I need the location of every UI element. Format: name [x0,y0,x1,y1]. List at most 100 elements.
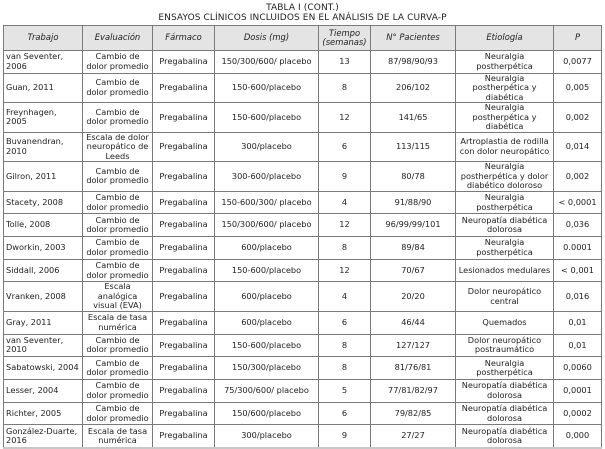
cell-p: 0,01 [553,333,602,358]
cell-evaluacion: Cambio de dolor promedio [82,356,153,380]
cell-tiempo: 6 [318,401,371,426]
cell-etiologia: Neuropatía diabética dolorosa [455,401,554,426]
cell-p: 0,0002 [553,401,602,426]
table-row: Siddall, 2006 Cambio de dolor promedio Pre… [3,258,602,283]
cell-dosis: 150-600/placebo [214,258,319,283]
cell-dosis: 150-600/placebo [214,102,319,133]
cell-evaluacion: Cambio de dolor promedio [82,50,153,74]
cell-dosis: 150/300/600/ placebo [214,213,319,238]
cell-trabajo: Richter, 2005 [3,401,83,426]
cell-tiempo: 8 [318,236,371,260]
cell-pacientes: 89/84 [370,236,456,260]
cell-dosis: 150/300/placebo [214,356,319,380]
cell-pacientes: 79/82/85 [370,401,456,426]
cell-dosis: 150-600/placebo [214,333,319,358]
cell-farmaco: Pregabalina [152,131,215,163]
cell-trabajo: Guan, 2011 [3,72,83,104]
cell-pacientes: 113/115 [370,131,456,163]
cell-p: < 0,001 [553,258,602,283]
cell-dosis: 300-600/placebo [214,161,319,192]
cell-p: 0,0001 [553,379,602,403]
cell-evaluacion: Escala de dolor neuropático de Leeds [82,131,153,163]
cell-trabajo: van Seventer, 2010 [3,333,83,358]
cell-pacientes: 87/98/90/93 [370,50,456,74]
cell-farmaco: Pregabalina [152,72,215,104]
cell-evaluacion: Escala de tasa numérica [82,424,153,449]
cell-trabajo: Lesser, 2004 [3,379,83,403]
table-subtitle: ENSAYOS CLÍNICOS INCLUIDOS EN EL ANÁLISI… [158,13,447,23]
cell-etiologia: Neuralgia postherpética [455,236,554,260]
cell-dosis: 300/placebo [214,131,319,163]
cell-p: 0,01 [553,310,602,335]
cell-pacientes: 27/27 [370,424,456,449]
cell-p: 0,000 [553,424,602,449]
column-header-evaluacion: Evaluación [82,25,153,51]
cell-evaluacion: Cambio de dolor promedio [82,190,153,215]
cell-trabajo: Dworkin, 2003 [3,236,83,260]
column-header-p: P [553,25,602,51]
cell-evaluacion: Cambio de dolor promedio [82,102,153,133]
table-title: TABLA I (CONT.) [266,3,339,13]
cell-etiologia: Neuropatía diabética dolorosa [455,379,554,403]
cell-tiempo: 6 [318,310,371,335]
cell-dosis: 150/600/placebo [214,401,319,426]
cell-p: 0,002 [553,102,602,133]
cell-trabajo: Siddall, 2006 [3,258,83,283]
table-row: Gray, 2011 Escala de tasa numérica Pregaba… [3,310,602,335]
cell-pacientes: 127/127 [370,333,456,358]
cell-p: 0,016 [553,281,602,312]
column-header-etiologia: Etiología [455,25,554,51]
cell-farmaco: Pregabalina [152,356,215,380]
cell-tiempo: 9 [318,161,371,192]
table-row: Freynhagen, 2005 Cambio de dolor promedio… [3,102,602,133]
column-header-tiempo: Tiempo (semanas) [318,25,371,51]
table-row: Sabatowski, 2004 Cambio de dolor promedio… [3,356,602,380]
cell-pacientes: 20/20 [370,281,456,312]
cell-p: 0,0077 [553,50,602,74]
cell-farmaco: Pregabalina [152,190,215,215]
cell-etiologia: Neuralgia postherpética [455,50,554,74]
cell-farmaco: Pregabalina [152,310,215,335]
cell-evaluacion: Cambio de dolor promedio [82,333,153,358]
cell-dosis: 150-600/placebo [214,72,319,104]
cell-etiologia: Neuralgia postherpética [455,190,554,215]
cell-farmaco: Pregabalina [152,281,215,312]
cell-evaluacion: Cambio de dolor promedio [82,213,153,238]
cell-evaluacion: Cambio de dolor promedio [82,236,153,260]
cell-etiologia: Dolor neuropático postraumático [455,333,554,358]
cell-tiempo: 6 [318,131,371,163]
column-header-dosis: Dosis (mg) [214,25,319,51]
cell-pacientes: 96/99/99/101 [370,213,456,238]
cell-farmaco: Pregabalina [152,258,215,283]
cell-dosis: 150/300/600/ placebo [214,50,319,74]
column-header-trabajo: Trabajo [3,25,83,51]
cell-trabajo: Gilron, 2011 [3,161,83,192]
cell-dosis: 600/placebo [214,281,319,312]
column-header-pacientes: N° Pacientes [370,25,456,51]
cell-etiologia: Artroplastia de rodilla con dolor neurop… [455,131,554,163]
cell-farmaco: Pregabalina [152,161,215,192]
table-row: Vranken, 2008 Escala analógica visual (EV… [3,281,602,312]
cell-pacientes: 70/67 [370,258,456,283]
cell-tiempo: 12 [318,102,371,133]
table-row: van Seventer, 2010 Cambio de dolor promed… [3,333,602,358]
cell-etiologia: Neuralgia postherpética [455,356,554,380]
table-row: Stacety, 2008 Cambio de dolor promedio Pre… [3,190,602,215]
cell-farmaco: Pregabalina [152,50,215,74]
cell-p: 0,0060 [553,356,602,380]
header-row: Trabajo Evaluación Fármaco Dosis (mg) Tiempo… [3,25,602,51]
cell-tiempo: 4 [318,190,371,215]
cell-dosis: 300/placebo [214,424,319,449]
cell-tiempo: 12 [318,258,371,283]
cell-etiologia: Neuralgia postherpética y dolor diabétic… [455,161,554,192]
cell-dosis: 150-600/300/ placebo [214,190,319,215]
cell-farmaco: Pregabalina [152,424,215,449]
cell-pacientes: 81/76/81 [370,356,456,380]
cell-p: 0,014 [553,131,602,163]
cell-dosis: 75/300/600/ placebo [214,379,319,403]
cell-p: 0,005 [553,72,602,104]
cell-tiempo: 8 [318,333,371,358]
cell-tiempo: 8 [318,356,371,380]
cell-evaluacion: Cambio de dolor promedio [82,258,153,283]
cell-evaluacion: Cambio de dolor promedio [82,401,153,426]
